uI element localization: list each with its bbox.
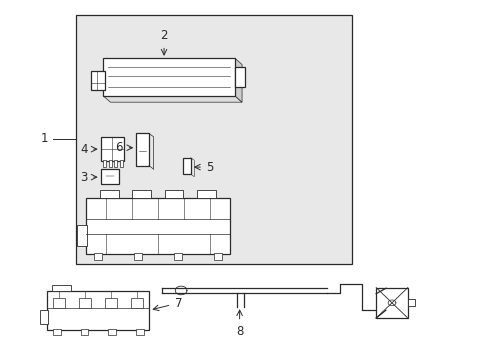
Text: 2: 2 [160,29,167,42]
Bar [108,329,116,335]
Bar [213,253,221,260]
Polygon shape [234,58,242,102]
Text: 6: 6 [115,141,122,154]
Bar [136,329,143,335]
Text: 7: 7 [174,297,182,310]
Bar [53,298,65,309]
Bar [197,190,216,198]
Bar [81,329,88,335]
Bar [120,160,122,167]
Text: 1: 1 [41,132,48,145]
Bar [101,136,123,161]
Bar [91,71,104,90]
Bar [79,298,91,309]
Bar [174,253,182,260]
Bar [103,58,234,96]
Bar [234,67,245,87]
Text: 3: 3 [80,171,87,184]
Text: 8: 8 [235,325,243,338]
Bar [407,299,414,306]
Bar [47,291,149,329]
Bar [77,225,87,246]
Text: 5: 5 [206,161,213,174]
Bar [183,158,190,174]
Bar [114,160,117,167]
Bar [101,169,119,184]
Bar [86,198,229,253]
Bar [108,160,111,167]
Bar [132,190,151,198]
Bar [53,329,61,335]
Bar [76,15,351,264]
Bar [94,253,102,260]
Polygon shape [103,96,242,102]
Bar [52,285,71,291]
Bar [103,160,106,167]
Bar [40,310,48,324]
Bar [100,190,118,198]
Bar [136,134,149,166]
Bar [131,298,143,309]
Bar [105,298,117,309]
Bar [375,288,407,318]
Bar [134,253,142,260]
Bar [164,190,183,198]
Text: 4: 4 [80,143,87,156]
